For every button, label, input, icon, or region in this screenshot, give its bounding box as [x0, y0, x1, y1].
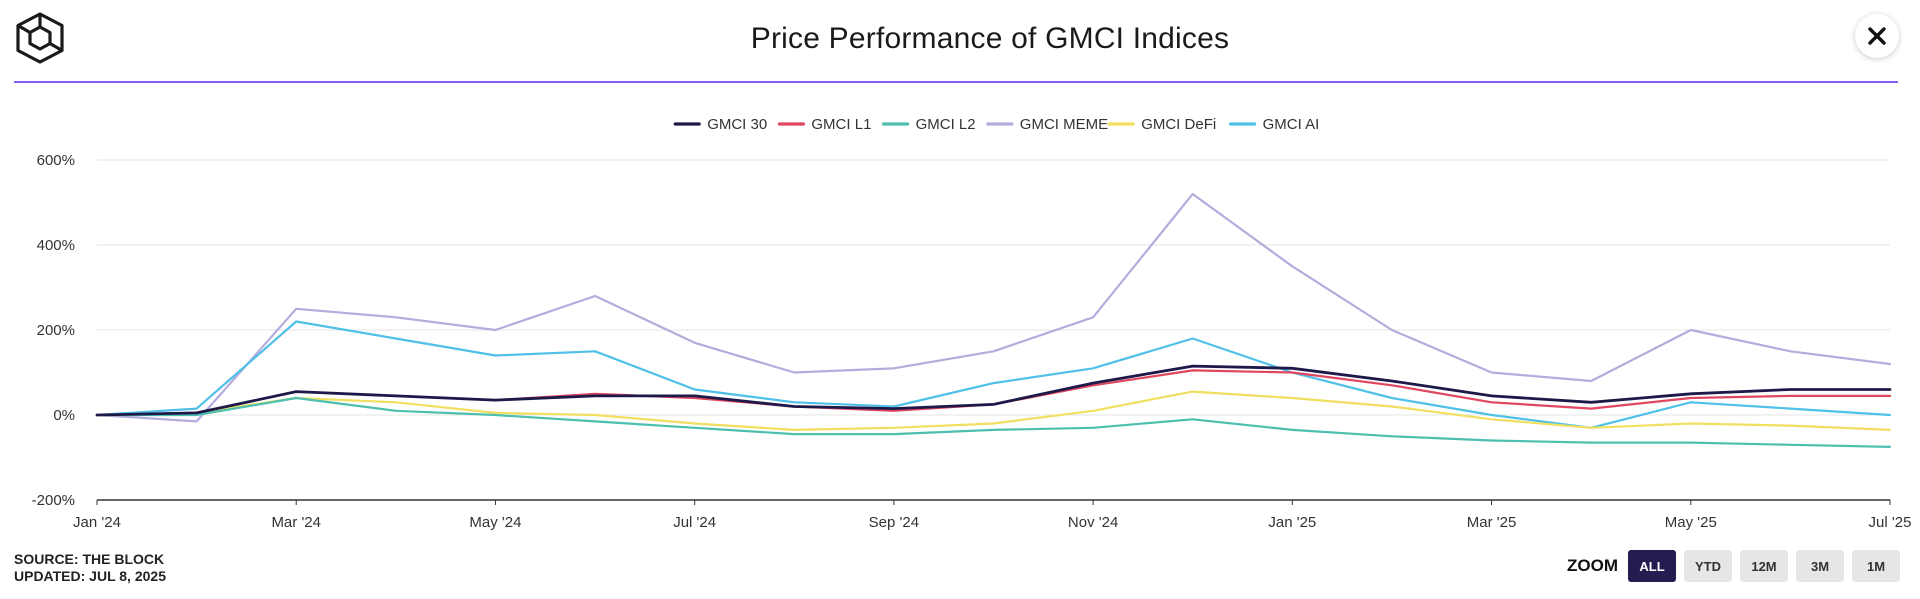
source-line: SOURCE: THE BLOCK — [14, 551, 165, 567]
legend-item-label: GMCI L2 — [916, 116, 976, 133]
series-line-gmci-l1 — [95, 369, 1892, 417]
series-line-gmci-30 — [95, 364, 1892, 417]
the-block-logo-icon — [16, 12, 64, 64]
legend-item-label: GMCI MEME — [1020, 116, 1108, 133]
x-tick-label: May '24 — [469, 514, 521, 531]
close-button[interactable] — [1855, 14, 1899, 58]
zoom-1m-button[interactable]: 1M — [1852, 550, 1900, 582]
legend-item-label: GMCI DeFi — [1141, 116, 1216, 133]
chart-title: Price Performance of GMCI Indices — [750, 22, 1230, 55]
zoom-12m-button[interactable]: 12M — [1740, 550, 1788, 582]
series-line-gmci-l2 — [95, 396, 1892, 448]
zoom-ytd-button[interactable]: YTD — [1684, 550, 1732, 582]
x-tick-label: Sep '24 — [869, 514, 919, 531]
zoom-label: ZOOM — [1567, 556, 1618, 575]
x-tick-label: Jan '25 — [1268, 514, 1316, 531]
x-tick-label: May '25 — [1665, 514, 1717, 531]
x-tick-label: Jan '24 — [73, 514, 121, 531]
y-tick-label: 600% — [37, 152, 75, 169]
close-icon[interactable] — [1865, 24, 1889, 48]
x-tick-label: Mar '24 — [271, 514, 321, 531]
zoom-all-button[interactable]: ALL — [1628, 550, 1676, 582]
series-line-gmci-meme — [95, 192, 1892, 423]
y-tick-label: 400% — [37, 237, 75, 254]
source-note: SOURCE: THE BLOCK UPDATED: JUL 8, 2025 — [14, 551, 166, 585]
x-tick-label: Jul '25 — [1869, 514, 1912, 531]
series-line-gmci-defi — [95, 390, 1892, 431]
zoom-controls: ZOOM ALL YTD 12M 3M 1M — [1567, 550, 1900, 582]
y-tick-label: -200% — [32, 492, 75, 509]
x-tick-label: Jul '24 — [673, 514, 716, 531]
legend-item-label: GMCI 30 — [707, 116, 767, 133]
x-tick-label: Mar '25 — [1467, 514, 1517, 531]
header-divider — [14, 81, 1898, 83]
line-chart: -200% 0% 200% 400% 600% Jan '24 Mar '24 May '24… — [32, 116, 1912, 531]
y-tick-label: 200% — [37, 322, 75, 339]
x-tick-label: Nov '24 — [1068, 514, 1118, 531]
legend-item-label: GMCI AI — [1263, 116, 1320, 133]
y-tick-label: 0% — [53, 407, 75, 424]
updated-line: UPDATED: JUL 8, 2025 — [14, 568, 166, 584]
series-line-gmci-ai — [95, 320, 1892, 429]
legend-item-label: GMCI L1 — [811, 116, 871, 133]
zoom-3m-button[interactable]: 3M — [1796, 550, 1844, 582]
